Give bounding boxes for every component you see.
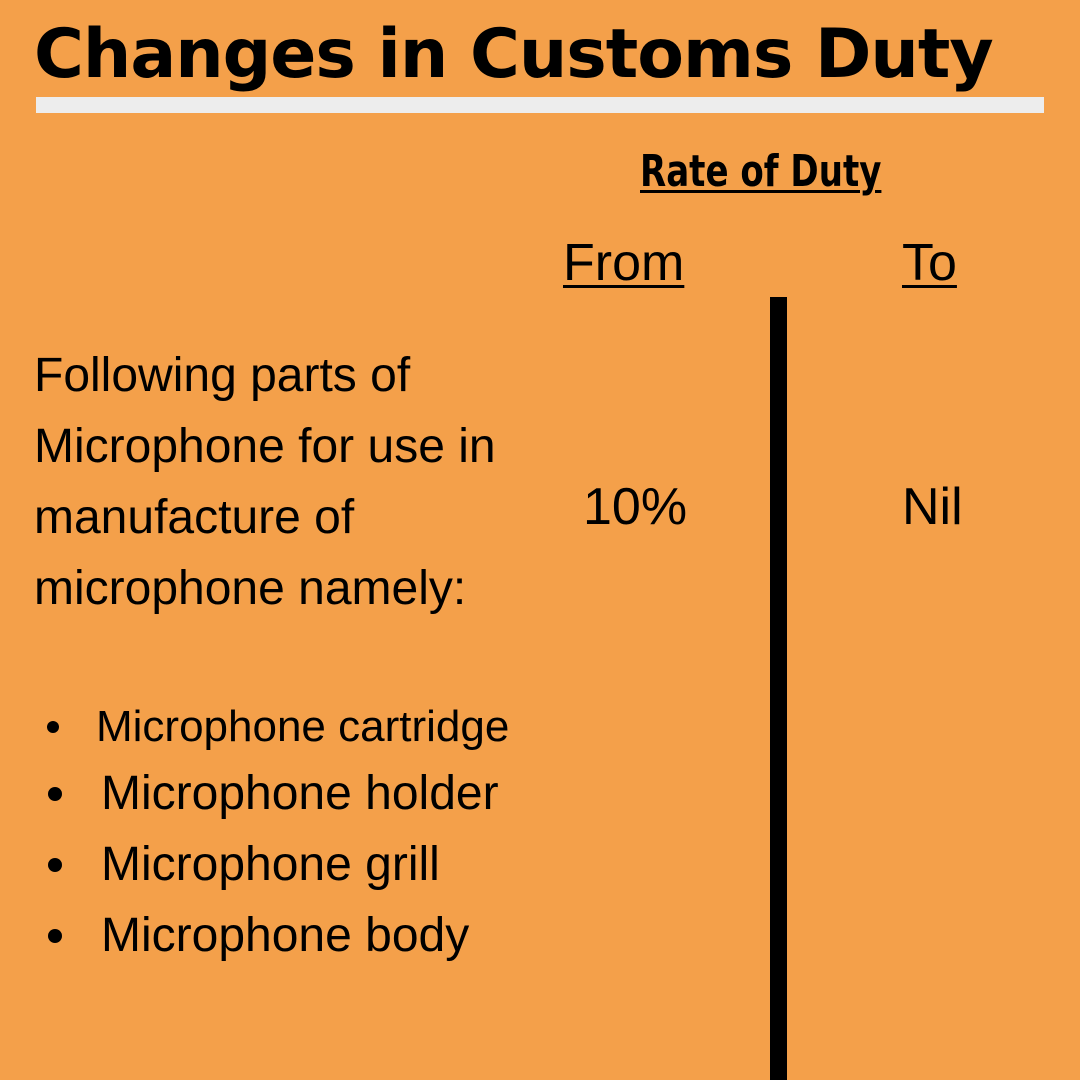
parts-list: Microphone cartridge Microphone holder M… [44,696,584,971]
rate-of-duty-heading: Rate of Duty [640,146,882,197]
rate-from-value: 10% [583,478,688,536]
title-underline [36,97,1044,113]
column-divider [770,297,787,1080]
part-name: Microphone grill [101,838,440,891]
from-column-header: From [563,234,685,292]
rate-to-value: Nil [902,478,963,536]
part-name: Microphone cartridge [96,702,510,751]
list-item: Microphone body [44,900,584,971]
list-item: Microphone grill [44,829,584,900]
bullet-icon [48,858,62,872]
list-item: Microphone cartridge [44,696,584,758]
bullet-icon [47,721,59,733]
page-title: Changes in Customs Duty [34,15,994,94]
bullet-icon [48,929,62,943]
to-column-header: To [902,234,957,292]
part-name: Microphone holder [101,767,499,820]
bullet-icon [48,787,62,801]
list-item: Microphone holder [44,758,584,829]
part-name: Microphone body [101,909,470,962]
item-description: Following parts of Microphone for use in… [34,349,496,615]
